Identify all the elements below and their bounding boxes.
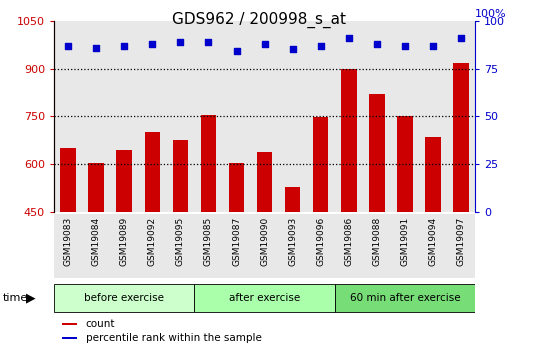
Text: GSM19097: GSM19097 xyxy=(457,216,465,266)
Bar xyxy=(222,214,251,278)
Bar xyxy=(138,214,166,278)
Bar xyxy=(447,21,475,212)
Bar xyxy=(369,94,384,212)
Text: GSM19091: GSM19091 xyxy=(401,216,409,266)
Bar xyxy=(110,214,138,278)
Bar xyxy=(363,21,391,212)
Bar xyxy=(194,214,222,278)
Bar xyxy=(279,21,307,212)
Bar xyxy=(419,21,447,212)
Bar xyxy=(54,21,82,212)
Bar xyxy=(391,214,419,278)
Point xyxy=(288,47,297,52)
Text: GSM19092: GSM19092 xyxy=(148,216,157,266)
Text: before exercise: before exercise xyxy=(84,293,164,303)
Point xyxy=(316,43,325,48)
Text: GSM19094: GSM19094 xyxy=(429,216,437,266)
Bar xyxy=(341,69,356,212)
Bar xyxy=(82,214,110,278)
Bar xyxy=(307,21,335,212)
Bar xyxy=(166,214,194,278)
Text: GSM19084: GSM19084 xyxy=(92,216,100,266)
Bar xyxy=(89,163,104,212)
Point xyxy=(401,43,409,48)
Bar xyxy=(54,214,82,278)
Text: GSM19087: GSM19087 xyxy=(232,216,241,266)
Bar xyxy=(285,187,300,212)
Bar xyxy=(138,21,166,212)
Text: GDS962 / 200998_s_at: GDS962 / 200998_s_at xyxy=(172,12,346,28)
Bar xyxy=(145,132,160,212)
Bar xyxy=(229,163,244,212)
Bar xyxy=(63,337,77,339)
Point xyxy=(373,41,381,47)
Bar xyxy=(201,115,216,212)
Bar xyxy=(110,21,138,212)
Bar xyxy=(335,214,363,278)
Bar xyxy=(63,323,77,325)
Point xyxy=(148,41,157,47)
Point xyxy=(176,39,185,45)
Bar xyxy=(426,137,441,212)
Point xyxy=(232,49,241,54)
Point xyxy=(120,43,129,48)
Bar xyxy=(194,21,222,212)
Bar xyxy=(419,214,447,278)
Point xyxy=(345,35,353,41)
Bar xyxy=(222,21,251,212)
Point xyxy=(64,43,72,48)
Point xyxy=(204,39,213,45)
Text: count: count xyxy=(85,319,115,329)
Bar xyxy=(363,214,391,278)
Bar xyxy=(391,21,419,212)
Bar xyxy=(82,21,110,212)
Bar xyxy=(335,21,363,212)
Text: ▶: ▶ xyxy=(26,291,36,304)
Bar xyxy=(313,117,328,212)
Bar xyxy=(60,148,76,212)
Text: GSM19095: GSM19095 xyxy=(176,216,185,266)
Bar xyxy=(251,21,279,212)
Point xyxy=(260,41,269,47)
Text: 60 min after exercise: 60 min after exercise xyxy=(350,293,460,303)
Text: GSM19096: GSM19096 xyxy=(316,216,325,266)
Bar xyxy=(251,214,279,278)
Bar xyxy=(454,63,469,212)
Text: percentile rank within the sample: percentile rank within the sample xyxy=(85,333,261,343)
Bar xyxy=(447,214,475,278)
FancyBboxPatch shape xyxy=(335,284,475,313)
Text: GSM19086: GSM19086 xyxy=(345,216,353,266)
Bar xyxy=(117,150,132,212)
Text: GSM19085: GSM19085 xyxy=(204,216,213,266)
Text: 100%: 100% xyxy=(475,9,507,19)
Text: GSM19090: GSM19090 xyxy=(260,216,269,266)
FancyBboxPatch shape xyxy=(194,284,335,313)
Bar xyxy=(397,116,413,212)
Point xyxy=(457,35,465,41)
Point xyxy=(92,45,100,50)
Bar xyxy=(173,140,188,212)
Bar xyxy=(257,152,272,212)
Point xyxy=(429,43,437,48)
Bar xyxy=(166,21,194,212)
Text: time: time xyxy=(3,293,28,303)
Text: after exercise: after exercise xyxy=(229,293,300,303)
FancyBboxPatch shape xyxy=(54,284,194,313)
Text: GSM19083: GSM19083 xyxy=(64,216,72,266)
Bar xyxy=(279,214,307,278)
Text: GSM19088: GSM19088 xyxy=(373,216,381,266)
Bar xyxy=(307,214,335,278)
Text: GSM19089: GSM19089 xyxy=(120,216,129,266)
Text: GSM19093: GSM19093 xyxy=(288,216,297,266)
